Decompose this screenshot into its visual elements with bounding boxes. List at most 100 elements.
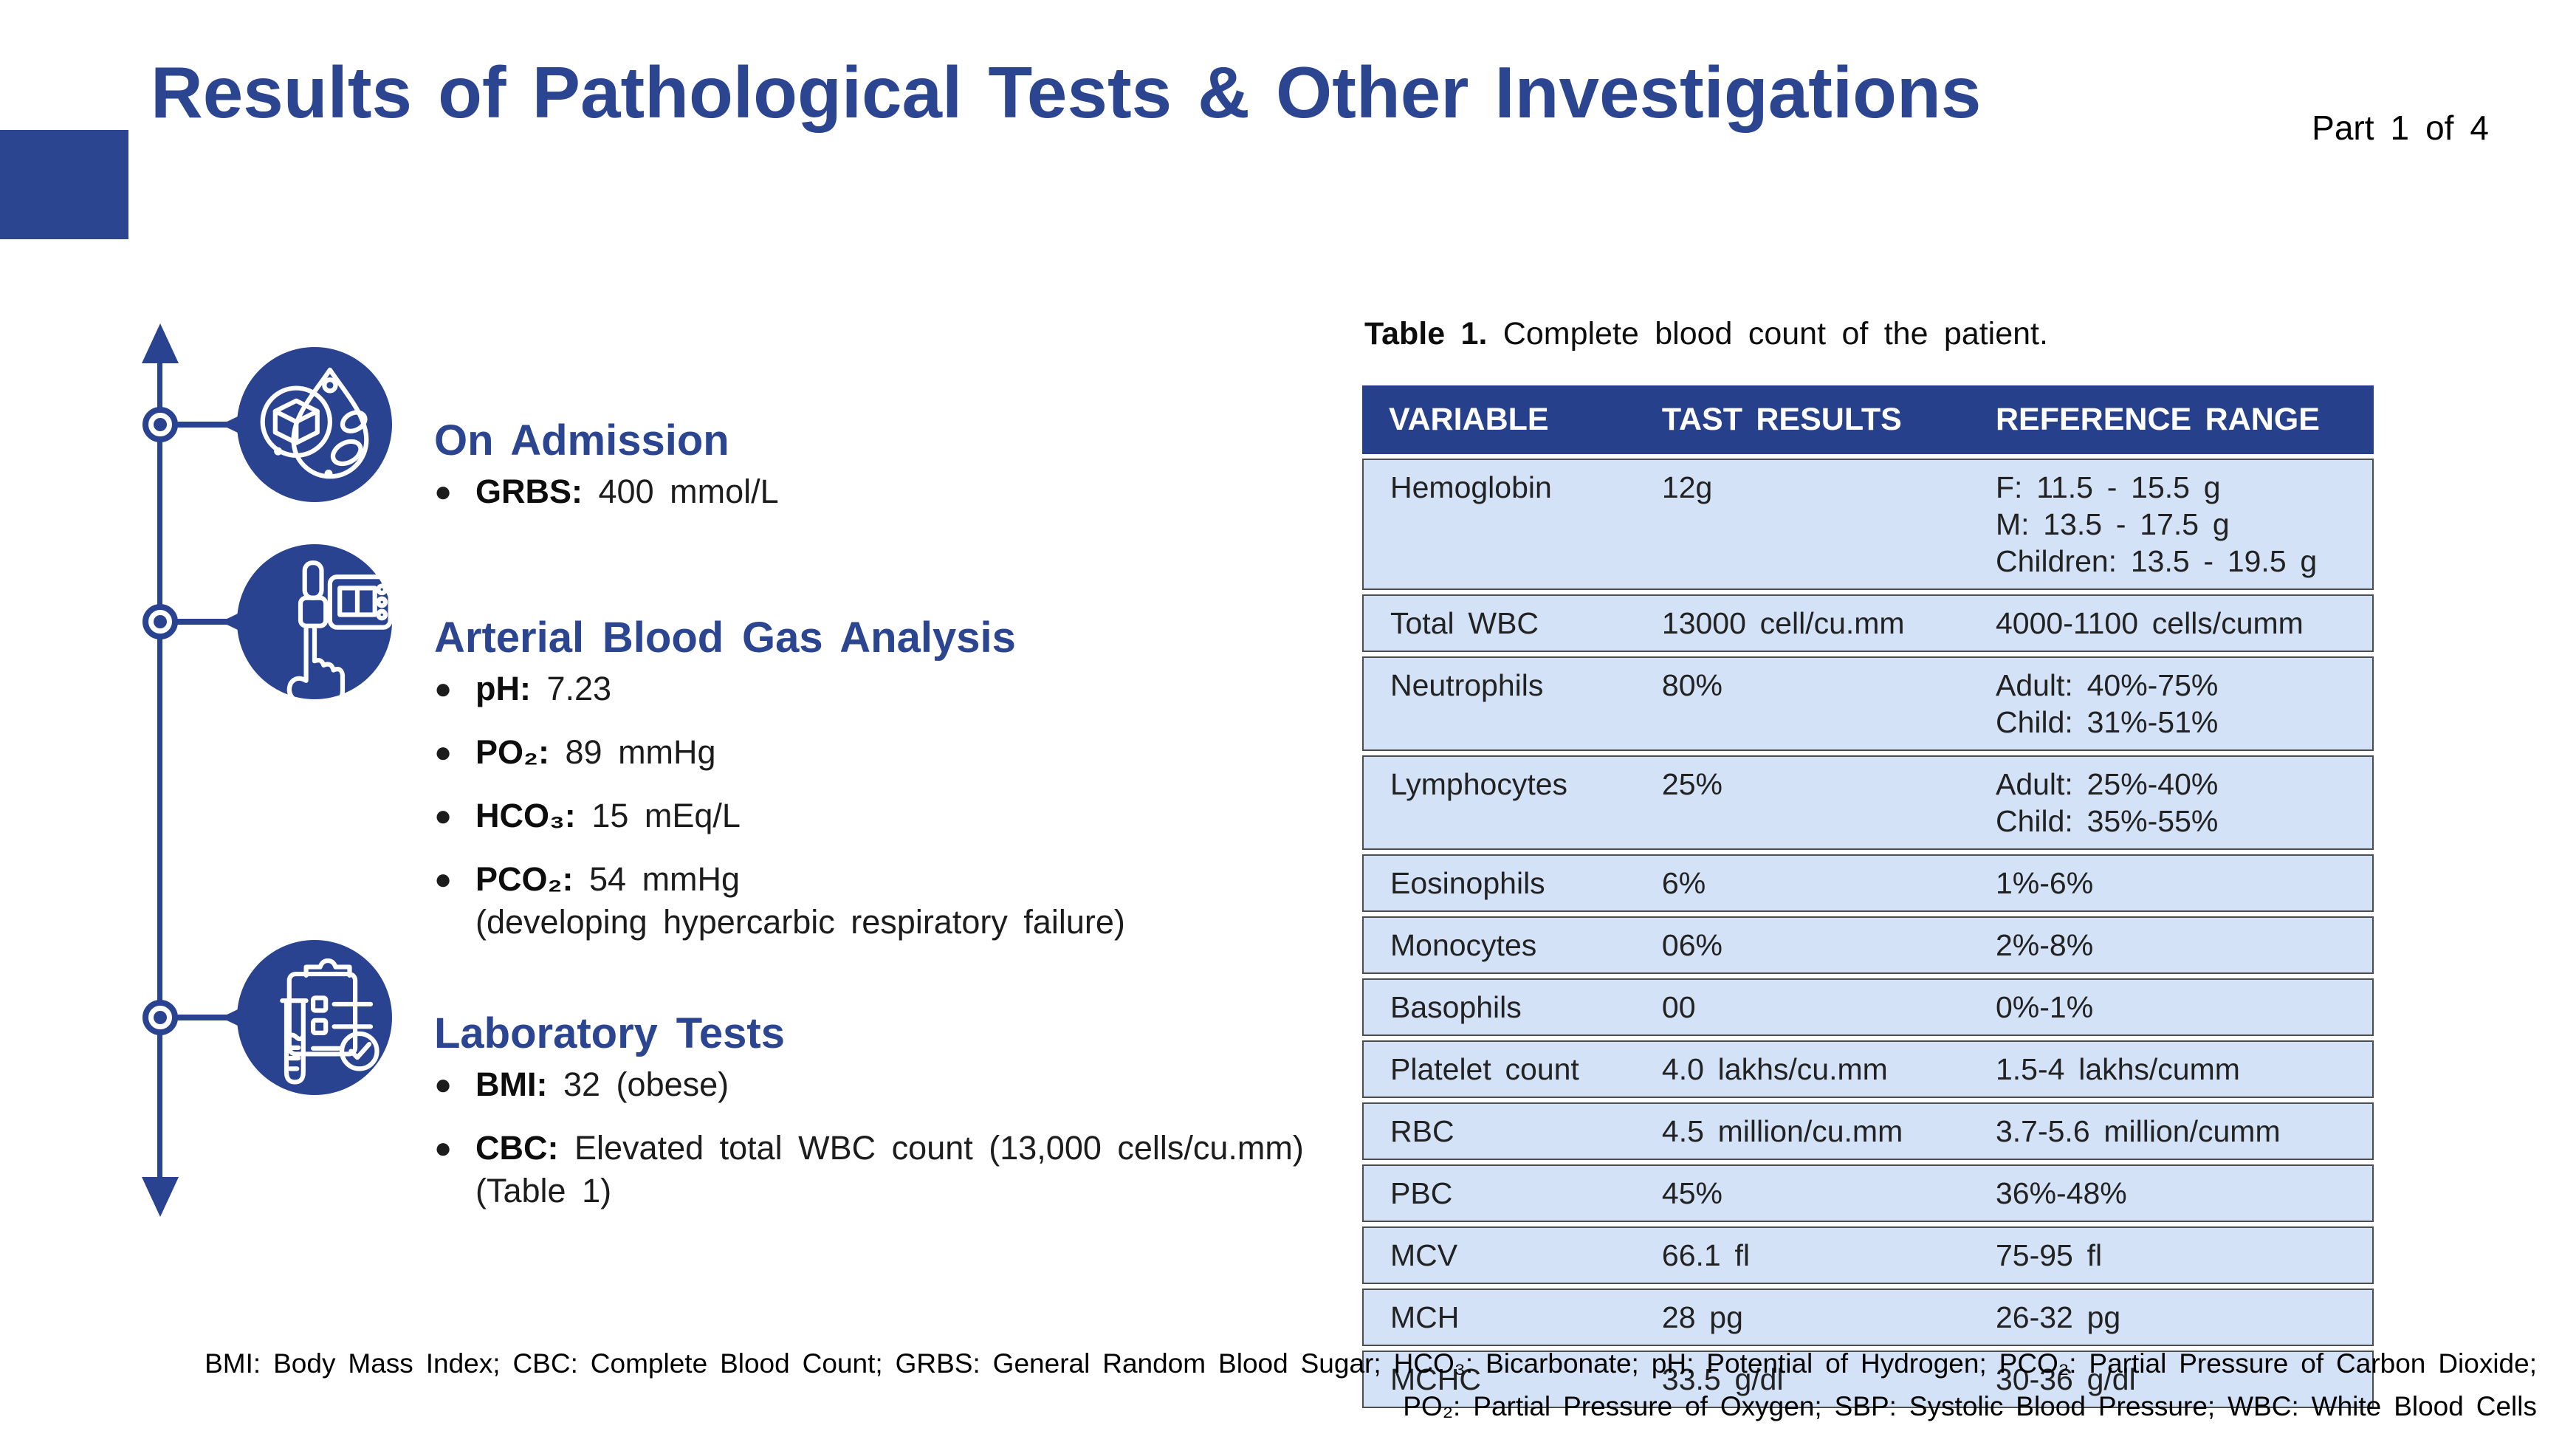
bullet-label: pH: (475, 670, 531, 707)
section-heading: On Admission (434, 416, 729, 464)
variable-cell: Monocytes (1362, 916, 1635, 974)
reference-line: M: 13.5 - 17.5 g (1995, 507, 2230, 541)
variable-cell: Basophils (1362, 978, 1635, 1036)
reference-cell: 30-36 g/dl (1968, 1351, 2374, 1408)
reference-line: Adult: 40%-75% (1995, 668, 2219, 702)
bullet-dot: ● (434, 673, 453, 705)
bullet-text: 7.23 (546, 670, 612, 707)
reference-line: 2%-8% (1995, 928, 2094, 962)
result-cell: 4.0 lakhs/cu.mm (1635, 1040, 1969, 1098)
reference-cell: Adult: 25%-40% Child: 35%-55% (1968, 755, 2374, 850)
reference-line: 1.5-4 lakhs/cumm (1995, 1052, 2240, 1086)
timeline-line (157, 340, 162, 1183)
variable-cell: Hemoglobin (1362, 459, 1635, 590)
bullet-body: PO₂: 89 mmHg (475, 731, 716, 774)
table-row: Basophils 00 0%-1% (1362, 978, 2374, 1036)
timeline-node (142, 1000, 178, 1035)
bullet-text: 32 (obese) (563, 1066, 729, 1103)
cbc-table: VARIABLE TAST RESULTS REFERENCE RANGE He… (1362, 381, 2374, 1413)
table-row: MCHC 33.5 g/dl 30-36 g/dl (1362, 1351, 2374, 1408)
reference-line: 36%-48% (1995, 1176, 2127, 1210)
table-row: Total WBC 13000 cell/cu.mm 4000-1100 cells… (1362, 594, 2374, 652)
result-cell: 06% (1635, 916, 1969, 974)
bullet-dot: ● (434, 863, 453, 896)
table-row: MCV 66.1 fl 75-95 fl (1362, 1226, 2374, 1284)
reference-cell: 0%-1% (1968, 978, 2374, 1036)
result-cell: 4.5 million/cu.mm (1635, 1102, 1969, 1160)
reference-line: Child: 31%-51% (1995, 705, 2219, 739)
result-cell: 6% (1635, 854, 1969, 912)
bullet-body: CBC: Elevated total WBC count (13,000 ce… (475, 1127, 1304, 1212)
variable-cell: PBC (1362, 1164, 1635, 1222)
reference-line: F: 11.5 - 15.5 g (1995, 470, 2221, 504)
reference-line: 4000-1100 cells/cumm (1995, 606, 2304, 640)
variable-cell: Neutrophils (1362, 656, 1635, 751)
blood-sugar-drop-icon (220, 347, 392, 502)
result-cell: 28 pg (1635, 1289, 1969, 1346)
result-cell: 45% (1635, 1164, 1969, 1222)
table-caption-label: Table 1. (1364, 316, 1488, 351)
bullet-label: CBC: (475, 1129, 559, 1167)
bullet-label: PO₂: (475, 733, 549, 771)
reference-line: Children: 13.5 - 19.5 g (1995, 544, 2318, 578)
variable-cell: Eosinophils (1362, 854, 1635, 912)
abbreviations-footer: BMI: Body Mass Index; CBC: Complete Bloo… (205, 1348, 2537, 1422)
table-row: Hemoglobin 12g F: 11.5 - 15.5 g M: 13.5 - 1… (1362, 459, 2374, 590)
table-row: Neutrophils 80% Adult: 40%-75% Child: 31%-5… (1362, 656, 2374, 751)
table-row: PBC 45% 36%-48% (1362, 1164, 2374, 1222)
bullet-text: 89 mmHg (565, 733, 716, 771)
bullet-label: GRBS: (475, 473, 583, 510)
table-caption-text: Complete blood count of the patient. (1487, 316, 2048, 351)
reference-line: 30-36 g/dl (1995, 1362, 2136, 1396)
section-heading: Arterial Blood Gas Analysis (434, 614, 1016, 662)
result-cell: 12g (1635, 459, 1969, 590)
glucometer-hand-icon (220, 544, 393, 710)
bullet-note: (Table 1) (475, 1172, 612, 1209)
bullet-label: PCO₂: (475, 860, 574, 898)
bullet-text: Elevated total WBC count (13,000 cells/c… (574, 1129, 1304, 1167)
bullet-dot: ● (434, 1068, 453, 1101)
timeline-node (142, 604, 178, 639)
table-row: MCH 28 pg 26-32 pg (1362, 1289, 2374, 1346)
bullet-item: ● PCO₂: 54 mmHg (developing hypercarbic re… (434, 858, 1438, 944)
reference-cell: 4000-1100 cells/cumm (1968, 594, 2374, 652)
bullet-body: pH: 7.23 (475, 668, 611, 710)
bullet-body: GRBS: 400 mmol/L (475, 470, 779, 513)
bullet-item: ● CBC: Elevated total WBC count (13,000 c… (434, 1127, 1438, 1212)
bullet-body: BMI: 32 (obese) (475, 1063, 729, 1106)
page-title: Results of Pathological Tests & Other In… (151, 52, 1982, 133)
bullet-item: ● BMI: 32 (obese) (434, 1063, 1438, 1106)
reference-cell: 1.5-4 lakhs/cumm (1968, 1040, 2374, 1098)
bullet-label: HCO₃: (475, 797, 576, 834)
clipboard-check-icon (220, 940, 392, 1095)
reference-line: 75-95 fl (1995, 1238, 2103, 1272)
reference-cell: F: 11.5 - 15.5 g M: 13.5 - 17.5 g Children… (1968, 459, 2374, 590)
bullet-dot: ● (434, 736, 453, 769)
result-cell: 13000 cell/cu.mm (1635, 594, 1969, 652)
reference-line: 3.7-5.6 million/cumm (1995, 1114, 2281, 1148)
variable-cell: Platelet count (1362, 1040, 1635, 1098)
table-row: Lymphocytes 25% Adult: 25%-40% Child: 35%-5… (1362, 755, 2374, 850)
col-header-reference-range: REFERENCE RANGE (1968, 385, 2374, 454)
result-cell: 25% (1635, 755, 1969, 850)
bullet-dot: ● (434, 1132, 453, 1164)
section-heading: Laboratory Tests (434, 1009, 785, 1057)
table-row: RBC 4.5 million/cu.mm 3.7-5.6 million/cumm (1362, 1102, 2374, 1160)
bullet-body: HCO₃: 15 mEq/L (475, 795, 741, 837)
bullet-dot: ● (434, 800, 453, 832)
bullet-item: ● GRBS: 400 mmol/L (434, 470, 1438, 513)
table-row: Platelet count 4.0 lakhs/cu.mm 1.5-4 lakhs… (1362, 1040, 2374, 1098)
table-row: Eosinophils 6% 1%-6% (1362, 854, 2374, 912)
variable-cell: RBC (1362, 1102, 1635, 1160)
result-cell: 66.1 fl (1635, 1226, 1969, 1284)
bullet-item: ● PO₂: 89 mmHg (434, 731, 1438, 774)
bullet-text: 54 mmHg (589, 860, 741, 898)
result-cell: 33.5 g/dl (1635, 1351, 1969, 1408)
variable-cell: MCH (1362, 1289, 1635, 1346)
reference-line: Adult: 25%-40% (1995, 767, 2219, 801)
cbc-table-wrap: VARIABLE TAST RESULTS REFERENCE RANGE He… (1362, 381, 2374, 1413)
bullet-text: 400 mmol/L (598, 473, 779, 510)
reference-line: 0%-1% (1995, 990, 2094, 1024)
section-bullets: ● GRBS: 400 mmol/L (434, 470, 1438, 534)
